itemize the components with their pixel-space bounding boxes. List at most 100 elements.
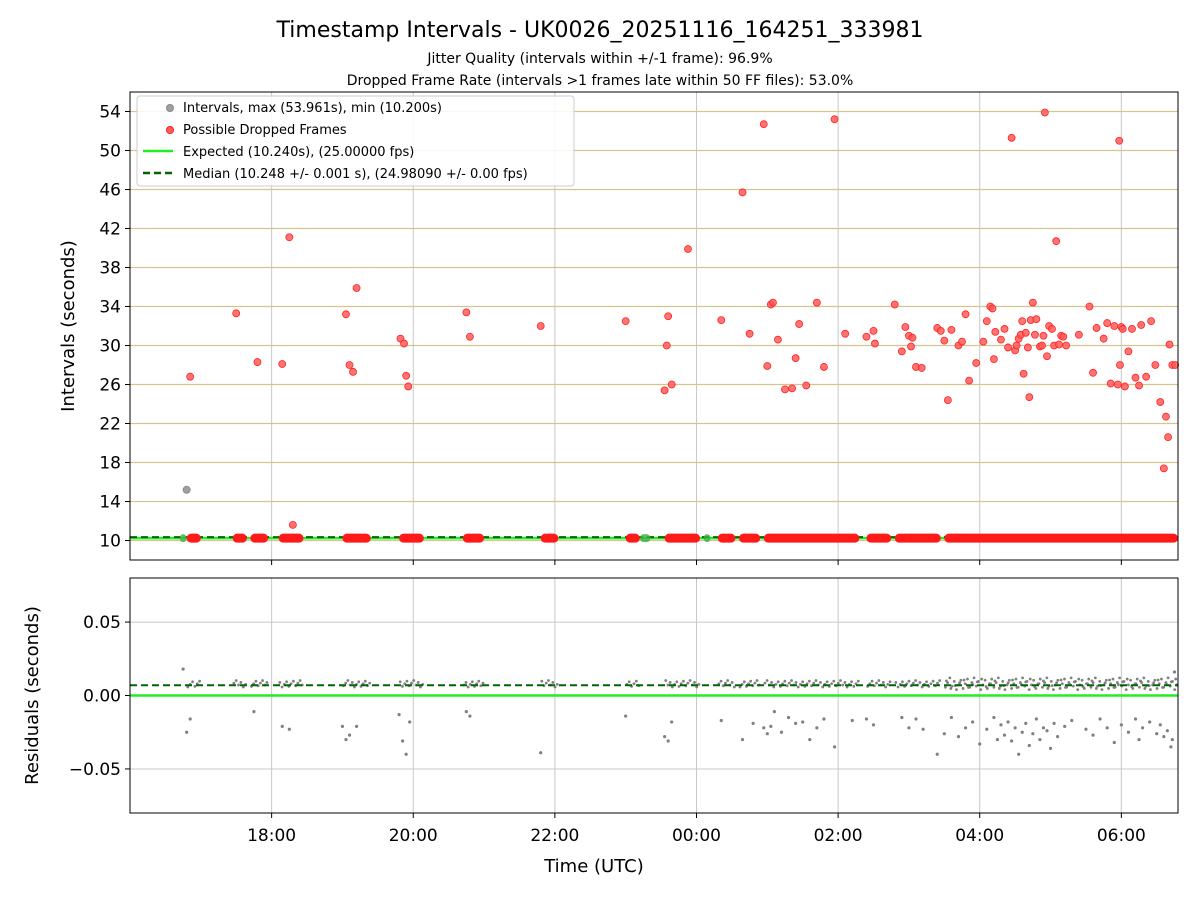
dropped-frame-point	[1128, 325, 1135, 332]
residual-point	[1035, 717, 1038, 720]
residual-point	[1159, 723, 1162, 726]
dropped-frame-point	[944, 397, 951, 404]
residual-point	[943, 732, 946, 735]
residual-band-point	[1043, 681, 1046, 684]
residual-band-point	[938, 679, 941, 682]
residual-band-point	[1131, 687, 1134, 690]
residual-band-point	[1045, 676, 1048, 679]
residual-band-point	[894, 681, 897, 684]
residual-band-point	[1083, 687, 1086, 690]
dropped-frame-point	[350, 368, 357, 375]
residual-band-point	[1112, 678, 1115, 681]
residual-band-point	[235, 679, 238, 682]
intervals-ytick-label: 18	[99, 454, 121, 474]
residual-band-point	[299, 679, 302, 682]
residual-band-point	[775, 683, 778, 686]
residual-band-point	[832, 680, 835, 683]
residual-band-point	[1087, 678, 1090, 681]
residual-band-point	[292, 680, 295, 683]
dropped-frame-point	[863, 333, 870, 340]
residual-band-point	[1160, 678, 1163, 681]
residual-band-point	[482, 682, 485, 685]
residual-band-point	[886, 683, 889, 686]
residual-band-point	[963, 679, 966, 682]
dropped-frame-point	[1053, 238, 1060, 245]
intervals-ytick-label: 38	[99, 259, 121, 279]
residual-band-point	[1125, 688, 1128, 691]
dropped-frame-point	[1111, 323, 1118, 330]
dropped-frame-point	[1008, 134, 1015, 141]
residual-band-point	[973, 676, 976, 679]
dropped-frame-point	[992, 328, 999, 335]
dropped-frame-point	[1132, 374, 1139, 381]
residual-band-point	[689, 679, 692, 682]
residual-band-point	[844, 681, 847, 684]
residual-band-point	[979, 688, 982, 691]
baseline-dropped-band	[399, 534, 424, 543]
residual-band-point	[977, 680, 980, 683]
residual-point	[1014, 726, 1017, 729]
residual-band-point	[1118, 676, 1121, 679]
residuals-y-ticks: −0.05 0.00 0.05	[69, 613, 130, 780]
residual-point	[405, 753, 408, 756]
residual-point	[1042, 726, 1045, 729]
residual-point	[773, 710, 776, 713]
residual-point	[1052, 722, 1055, 725]
dropped-frame-point	[1136, 382, 1143, 389]
residual-band-point	[682, 680, 685, 683]
residual-band-point	[986, 687, 989, 690]
residual-band-point	[1098, 680, 1101, 683]
baseline-dropped-band	[342, 534, 370, 543]
residual-band-point	[731, 681, 734, 684]
residual-point	[1169, 745, 1172, 748]
residual-band-point	[777, 680, 780, 683]
residual-band-point	[1156, 687, 1159, 690]
dropped-frame-point	[870, 327, 877, 334]
legend-label-dropped: Possible Dropped Frames	[183, 123, 347, 138]
dropped-frame-point	[1090, 369, 1097, 376]
dropped-frame-point	[1093, 324, 1100, 331]
residual-point	[1006, 720, 1009, 723]
residual-band-point	[237, 684, 240, 687]
residual-point	[1106, 726, 1109, 729]
dropped-frame-point	[796, 321, 803, 328]
residuals-xtick-label: 04:00	[955, 826, 1004, 846]
residual-band-point	[1056, 679, 1059, 682]
residual-band-point	[465, 681, 468, 684]
residual-point	[985, 728, 988, 731]
residual-band-point	[901, 680, 904, 683]
dropped-frame-point	[937, 327, 944, 334]
residual-band-point	[830, 682, 833, 685]
residual-band-point	[1117, 683, 1120, 686]
baseline-dropped-band	[895, 534, 941, 543]
residual-band-point	[841, 684, 844, 687]
intervals-ytick-label: 42	[99, 220, 121, 240]
residual-band-point	[932, 680, 935, 683]
dropped-frame-point	[1121, 383, 1128, 390]
residual-band-point	[232, 682, 235, 685]
residual-point	[1162, 735, 1165, 738]
dropped-frame-point	[1148, 318, 1155, 325]
chart-legend: Intervals, max (53.961s), min (10.200s) …	[137, 96, 574, 186]
residual-band-point	[1149, 688, 1152, 691]
residual-band-point	[1008, 679, 1011, 682]
residual-band-point	[1114, 686, 1117, 689]
residual-band-point	[240, 681, 243, 684]
dropped-frame-point	[918, 364, 925, 371]
dropped-frame-point	[973, 360, 980, 367]
dropped-frame-point	[760, 121, 767, 128]
residual-band-point	[936, 682, 939, 685]
residual-point	[182, 667, 185, 670]
baseline-dropped-band	[866, 534, 891, 543]
residual-band-point	[875, 682, 878, 685]
residual-band-point	[1152, 681, 1155, 684]
residual-band-point	[944, 686, 947, 689]
residual-band-point	[1032, 679, 1035, 682]
residual-band-point	[1004, 688, 1007, 691]
dropped-frame-point	[342, 311, 349, 318]
dropped-frame-point	[1044, 353, 1051, 360]
residual-point	[914, 717, 917, 720]
residual-point	[1024, 722, 1027, 725]
residual-point	[1166, 729, 1169, 732]
dropped-frame-point	[746, 330, 753, 337]
